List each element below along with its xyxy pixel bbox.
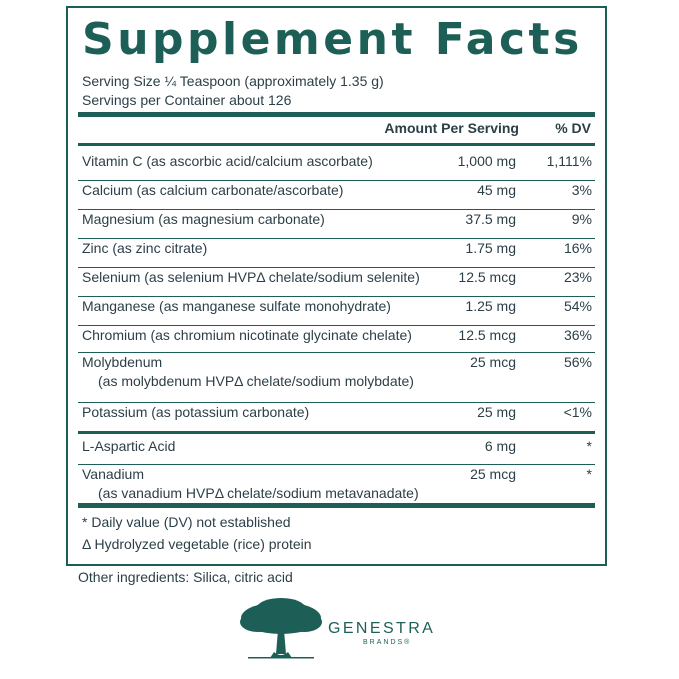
thick-rule-bottom (78, 503, 595, 508)
header-amount: Amount Per Serving (384, 120, 519, 136)
nutrient-amount: 45 mg (477, 182, 516, 198)
nutrient-row: Vitamin C (as ascorbic acid/calcium asco… (78, 153, 595, 182)
thick-rule-mid (78, 431, 595, 434)
row-divider (78, 209, 595, 210)
nutrient-dv: 54% (563, 298, 592, 314)
nutrient-dv: * (586, 466, 592, 482)
nutrient-name: Manganese (as manganese sulfate monohydr… (82, 298, 391, 314)
nutrient-amount: 12.5 mcg (458, 327, 516, 343)
footnote-dv: * Daily value (DV) not established (82, 514, 291, 530)
nutrient-dv: 1,111% (546, 153, 592, 169)
nutrient-source: (as molybdenum HVPΔ chelate/sodium molyb… (98, 373, 414, 389)
row-divider (78, 180, 595, 181)
nutrient-amount: 25 mcg (470, 354, 516, 370)
nutrient-amount: 6 mg (484, 438, 516, 454)
nutrient-amount: 25 mcg (470, 466, 516, 482)
nutrient-name: Calcium (as calcium carbonate/ascorbate) (82, 182, 344, 198)
nutrient-row: Chromium (as chromium nicotinate glycina… (78, 327, 595, 354)
nutrient-name: L-Aspartic Acid (82, 438, 176, 454)
nutrient-dv: <1% (563, 404, 592, 420)
nutrient-dv: 3% (571, 182, 592, 198)
footnote-hvp: Δ Hydrolyzed vegetable (rice) protein (82, 536, 312, 552)
nutrient-source: (as vanadium HVPΔ chelate/sodium metavan… (98, 485, 419, 501)
nutrient-row: Zinc (as zinc citrate) 1.75 mg 16% (78, 240, 595, 269)
nutrient-row: Potassium (as potassium carbonate) 25 mg <… (78, 404, 595, 430)
nutrient-name: Zinc (as zinc citrate) (82, 240, 208, 256)
nutrient-name: Potassium (as potassium carbonate) (82, 404, 310, 420)
row-divider (78, 296, 595, 297)
nutrient-row: Magnesium (as magnesium carbonate) 37.5 m… (78, 211, 595, 240)
tree-logo-icon (240, 598, 322, 659)
nutrient-row: Calcium (as calcium carbonate/ascorbate)… (78, 182, 595, 211)
nutrient-row: Molybdenum (as molybdenum HVPΔ chelate/so… (78, 354, 595, 404)
nutrient-name: Magnesium (as magnesium carbonate) (82, 211, 325, 227)
nutrient-amount: 1.75 mg (465, 240, 516, 256)
nutrient-amount: 37.5 mg (465, 211, 516, 227)
nutrient-dv: 56% (563, 354, 592, 370)
header-dv: % DV (555, 120, 591, 136)
nutrient-name: Chromium (as chromium nicotinate glycina… (82, 327, 412, 343)
supplement-facts-panel: Supplement Facts Serving Size ¼ Teaspoon… (66, 6, 607, 566)
nutrient-amount: 1,000 mg (457, 153, 516, 169)
nutrient-amount: 25 mg (477, 404, 516, 420)
nutrient-dv: 36% (563, 327, 592, 343)
serving-size: Serving Size ¼ Teaspoon (approximately 1… (82, 73, 384, 89)
panel-title: Supplement Facts (82, 14, 583, 65)
thick-rule-top (78, 112, 595, 117)
other-ingredients: Other ingredients: Silica, citric acid (78, 569, 293, 585)
nutrient-amount: 1.25 mg (465, 298, 516, 314)
row-divider (78, 464, 595, 465)
nutrient-dv: * (586, 438, 592, 454)
nutrient-name: Selenium (as selenium HVPΔ chelate/sodiu… (82, 269, 420, 285)
thick-rule-header (78, 143, 595, 146)
brand-name: GENESTRA (328, 620, 436, 637)
nutrient-row: Manganese (as manganese sulfate monohydr… (78, 298, 595, 327)
nutrient-row: Selenium (as selenium HVPΔ chelate/sodiu… (78, 269, 595, 298)
servings-per-container: Servings per Container about 126 (82, 92, 292, 108)
nutrient-row: L-Aspartic Acid 6 mg * (78, 438, 595, 466)
nutrient-row: Vanadium (as vanadium HVPΔ chelate/sodium… (78, 466, 595, 503)
row-divider (78, 352, 595, 353)
nutrient-name: Vitamin C (as ascorbic acid/calcium asco… (82, 153, 373, 169)
row-divider (78, 267, 595, 268)
row-divider (78, 402, 595, 403)
nutrient-dv: 23% (563, 269, 592, 285)
nutrient-amount: 12.5 mcg (458, 269, 516, 285)
nutrient-name: Vanadium (82, 466, 145, 482)
nutrient-dv: 9% (571, 211, 592, 227)
nutrient-name: Molybdenum (82, 354, 163, 370)
row-divider (78, 325, 595, 326)
row-divider (78, 238, 595, 239)
nutrient-dv: 16% (563, 240, 592, 256)
brand-subtitle: BRANDS® (363, 639, 412, 646)
